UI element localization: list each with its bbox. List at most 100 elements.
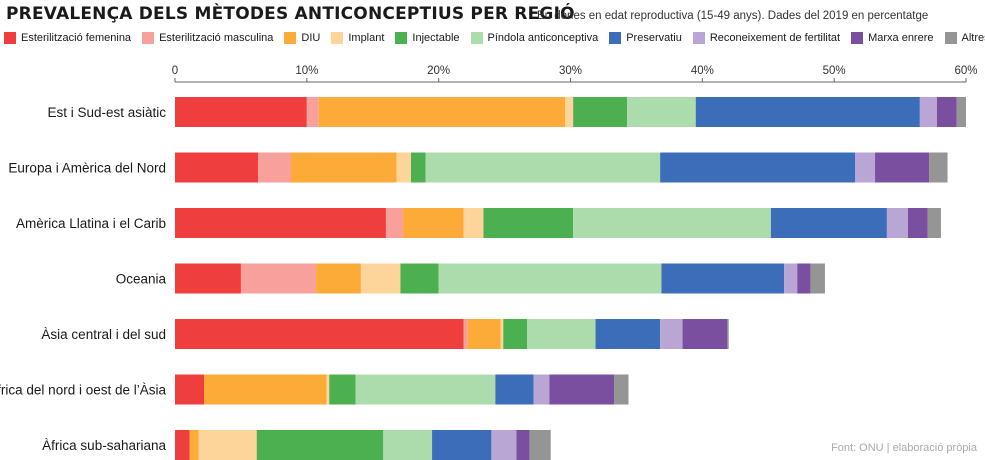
legend-label: Injectable [412,32,460,44]
legend-swatch [609,32,622,44]
bar-segment [438,263,662,294]
bar-segment [396,152,411,183]
bar-segment [573,208,771,238]
x-tick-label: 10% [295,65,318,77]
bar-segment [318,97,566,127]
legend-label: Píndola anticonceptiva [487,32,599,44]
bar-segment [189,430,199,460]
bar-segment [403,208,464,238]
legend-label: Marxa enrere [868,32,934,44]
legend-swatch [4,32,16,44]
bar-segment [329,374,356,405]
x-tick-label: 50% [823,65,846,77]
bar-segment [526,319,596,349]
legend-item: Marxa enrere [851,32,934,44]
category-label: Est i Sud-est asiàtic [47,105,166,120]
x-tick-label: 30% [559,65,582,77]
bar-segment [410,152,426,183]
bar-segment [614,374,629,405]
legend-swatch [692,32,705,44]
bar-segment [463,208,484,238]
legend-swatch [395,32,408,44]
bar-segment [483,208,574,238]
legend-swatch [284,32,297,44]
x-tick-label: 60% [954,65,977,77]
bar-segment [936,97,957,127]
bar-segment [355,374,496,405]
bar-segment [383,430,433,460]
legend-swatch [331,32,344,44]
chart-subtitle: En dones en edat reproductiva (15-49 any… [537,10,929,22]
bar-segment [549,374,615,405]
legend: Esterilització femenina Esterilització ma… [4,32,985,44]
bar-segment [956,97,966,127]
bar-segment [316,263,361,294]
bar-segment [770,208,887,238]
legend-label: Reconeixement de fertilitat [709,32,841,44]
bar-segment [810,263,825,294]
bar-segment [919,97,937,127]
legend-item: Altres [944,32,985,44]
bar-segment [516,430,530,460]
source-note: Font: ONU | elaboració pròpia [831,442,977,454]
category-label: Àsia central i del sud [41,327,166,342]
bar-segment [533,374,550,405]
bar-segment [175,263,241,294]
legend-label: Altres [961,32,985,44]
bar-segment [661,263,785,294]
bar-segment [204,374,327,405]
bar-segment [503,319,527,349]
legend-label: Esterilització masculina [159,32,274,44]
bar-segment [306,97,319,127]
bar-segment [784,263,798,294]
bar-segment [385,208,404,238]
bar-segment [400,263,439,294]
x-tick-label: 20% [427,65,450,77]
bar-segment [360,263,401,294]
bar-segment [240,263,317,294]
legend-label: Esterilització femenina [21,32,132,44]
bar-segment [256,430,384,460]
legend-swatch [851,32,864,44]
bar-segment [695,97,920,127]
legend-item: Implant [331,32,384,44]
legend-item: Esterilització masculina [142,32,273,44]
bar-segment [907,208,928,238]
legend-item: Preservatiu [609,32,682,44]
legend-swatch [142,32,155,44]
bar-segment [467,319,501,349]
legend-item: Reconeixement de fertilitat [692,32,841,44]
legend-swatch [470,32,483,44]
bar-segment [425,152,661,183]
legend-item: Injectable [395,32,460,44]
bar-segment [927,208,941,238]
bar-segment [529,430,551,460]
legend-item: Píndola anticonceptiva [470,32,599,44]
bar-segment [463,319,468,349]
category-label: Europa i Amèrica del Nord [8,161,166,176]
bar-segment [175,152,259,183]
bar-segment [258,152,292,183]
x-tick-label: 0 [172,65,178,77]
bar-segment [595,319,661,349]
legend-item: DIU [284,32,320,44]
bar-segment [682,319,728,349]
category-label: Oceania [116,272,167,287]
category-label: Àfrica sub-sahariana [42,438,166,453]
category-label: Àfrica del nord i oest de l’Àsia [0,383,166,398]
bar-segment [500,319,504,349]
bar-segment [573,97,628,127]
bar-segment [929,152,948,183]
bar-segment [627,97,696,127]
bar-segment [855,152,876,183]
bar-segment [175,319,464,349]
x-tick-label: 40% [691,65,714,77]
bar-segment [491,430,517,460]
legend-item: Esterilització femenina [4,32,131,44]
bar-segment [175,374,205,405]
bar-segment [326,374,330,405]
bar-segment [660,319,683,349]
bar-segment [727,319,729,349]
bar-segment [198,430,257,460]
